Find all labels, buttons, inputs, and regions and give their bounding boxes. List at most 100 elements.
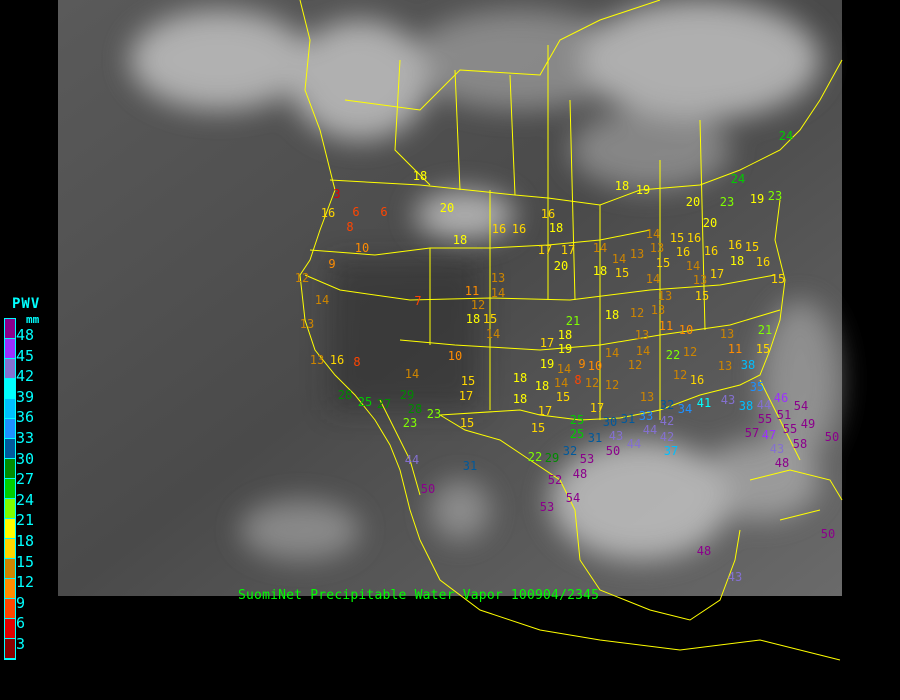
station-pwv-value: 17 bbox=[540, 336, 554, 350]
station-pwv-value: 43 bbox=[770, 442, 784, 456]
station-pwv-value: 32 bbox=[660, 398, 674, 412]
station-pwv-value: 18 bbox=[453, 233, 467, 247]
station-pwv-value: 17 bbox=[538, 404, 552, 418]
station-pwv-value: 11 bbox=[728, 342, 742, 356]
station-pwv-value: 14 bbox=[491, 286, 505, 300]
station-pwv-value: 43 bbox=[721, 393, 735, 407]
station-pwv-value: 12 bbox=[605, 378, 619, 392]
legend-swatch bbox=[5, 619, 15, 639]
station-pwv-value: 14 bbox=[593, 241, 607, 255]
station-pwv-value: 18 bbox=[535, 379, 549, 393]
legend-swatch bbox=[5, 379, 15, 399]
station-pwv-value: 21 bbox=[758, 323, 772, 337]
station-pwv-value: 17 bbox=[561, 243, 575, 257]
legend-unit: mm bbox=[26, 313, 40, 326]
legend-tick: 3 bbox=[16, 635, 26, 653]
dark-region-southwest bbox=[330, 260, 480, 410]
station-pwv-value: 42 bbox=[660, 430, 674, 444]
station-pwv-value: 50 bbox=[821, 527, 835, 541]
station-pwv-value: 25 bbox=[358, 395, 372, 409]
station-pwv-value: 17 bbox=[538, 243, 552, 257]
station-pwv-value: 21 bbox=[566, 314, 580, 328]
station-pwv-value: 8 bbox=[353, 355, 360, 369]
legend-swatch bbox=[5, 519, 15, 539]
station-pwv-value: 53 bbox=[580, 452, 594, 466]
station-pwv-value: 16 bbox=[492, 222, 506, 236]
station-pwv-value: 49 bbox=[801, 417, 815, 431]
station-pwv-value: 44 bbox=[643, 423, 657, 437]
station-pwv-value: 18 bbox=[615, 179, 629, 193]
legend-swatch bbox=[5, 639, 15, 659]
legend-tick: 18 bbox=[16, 532, 35, 550]
legend-tick: 21 bbox=[16, 511, 35, 530]
station-pwv-value: 55 bbox=[783, 422, 797, 436]
cloud-layer bbox=[130, 0, 840, 560]
station-pwv-value: 16 bbox=[756, 255, 770, 269]
station-pwv-value: 14 bbox=[646, 272, 660, 286]
station-pwv-value: 13 bbox=[640, 390, 654, 404]
legend-tick: 27 bbox=[16, 470, 35, 489]
legend-tick: 15 bbox=[16, 552, 35, 571]
station-pwv-value: 27 bbox=[377, 397, 391, 411]
station-pwv-value: 6 bbox=[352, 205, 359, 219]
station-pwv-value: 15 bbox=[615, 266, 629, 280]
station-pwv-value: 18 bbox=[730, 254, 744, 268]
station-pwv-value: 12 bbox=[471, 298, 485, 312]
station-pwv-value: 19 bbox=[636, 183, 650, 197]
station-pwv-value: 16 bbox=[541, 207, 555, 221]
station-pwv-value: 38 bbox=[741, 358, 755, 372]
station-pwv-value: 38 bbox=[739, 399, 753, 413]
legend-swatch bbox=[5, 399, 15, 419]
station-pwv-value: 12 bbox=[683, 345, 697, 359]
station-pwv-value: 16 bbox=[330, 353, 344, 367]
legend-swatch bbox=[5, 479, 15, 499]
station-pwv-value: 33 bbox=[639, 409, 653, 423]
station-pwv-value: 32 bbox=[563, 444, 577, 458]
station-pwv-value: 15 bbox=[461, 374, 475, 388]
station-pwv-value: 44 bbox=[627, 437, 641, 451]
station-pwv-value: 18 bbox=[558, 328, 572, 342]
station-pwv-value: 14 bbox=[636, 344, 650, 358]
station-pwv-value: 15 bbox=[460, 416, 474, 430]
station-pwv-value: 13 bbox=[658, 289, 672, 303]
station-pwv-value: 12 bbox=[585, 376, 599, 390]
station-pwv-value: 11 bbox=[465, 284, 479, 298]
station-pwv-value: 18 bbox=[413, 169, 427, 183]
station-pwv-value: 20 bbox=[686, 195, 700, 209]
station-pwv-value: 17 bbox=[710, 267, 724, 281]
station-pwv-value: 12 bbox=[673, 368, 687, 382]
station-pwv-value: 16 bbox=[690, 373, 704, 387]
station-pwv-value: 50 bbox=[421, 482, 435, 496]
legend-swatch bbox=[5, 439, 15, 459]
legend-tick: 36 bbox=[16, 408, 35, 427]
station-pwv-value: 43 bbox=[728, 570, 742, 584]
station-pwv-value: 23 bbox=[768, 189, 782, 203]
station-pwv-value: 13 bbox=[635, 328, 649, 342]
station-pwv-value: 52 bbox=[548, 473, 562, 487]
station-pwv-value: 15 bbox=[483, 312, 497, 326]
station-pwv-value: 18 bbox=[466, 312, 480, 326]
station-pwv-value: 14 bbox=[612, 252, 626, 266]
station-pwv-value: 25 bbox=[570, 413, 584, 427]
station-pwv-value: 18 bbox=[513, 371, 527, 385]
station-pwv-value: 54 bbox=[794, 399, 808, 413]
station-pwv-value: 9 bbox=[578, 357, 585, 371]
station-pwv-value: 13 bbox=[720, 327, 734, 341]
legend-title: PWV bbox=[12, 296, 41, 312]
station-pwv-value: 7 bbox=[414, 294, 421, 308]
station-pwv-value: 13 bbox=[650, 241, 664, 255]
station-pwv-value: 13 bbox=[491, 271, 505, 285]
station-pwv-value: 14 bbox=[405, 367, 419, 381]
legend-color-bar bbox=[4, 318, 16, 660]
station-pwv-value: 35 bbox=[750, 380, 764, 394]
station-pwv-value: 44 bbox=[405, 453, 419, 467]
legend-swatch bbox=[5, 499, 15, 519]
station-pwv-value: 48 bbox=[775, 456, 789, 470]
station-pwv-value: 46 bbox=[774, 391, 788, 405]
station-pwv-value: 12 bbox=[295, 271, 309, 285]
station-pwv-value: 14 bbox=[486, 327, 500, 341]
station-pwv-value: 53 bbox=[540, 500, 554, 514]
station-pwv-value: 19 bbox=[750, 192, 764, 206]
station-pwv-value: 12 bbox=[628, 358, 642, 372]
station-pwv-value: 15 bbox=[695, 289, 709, 303]
